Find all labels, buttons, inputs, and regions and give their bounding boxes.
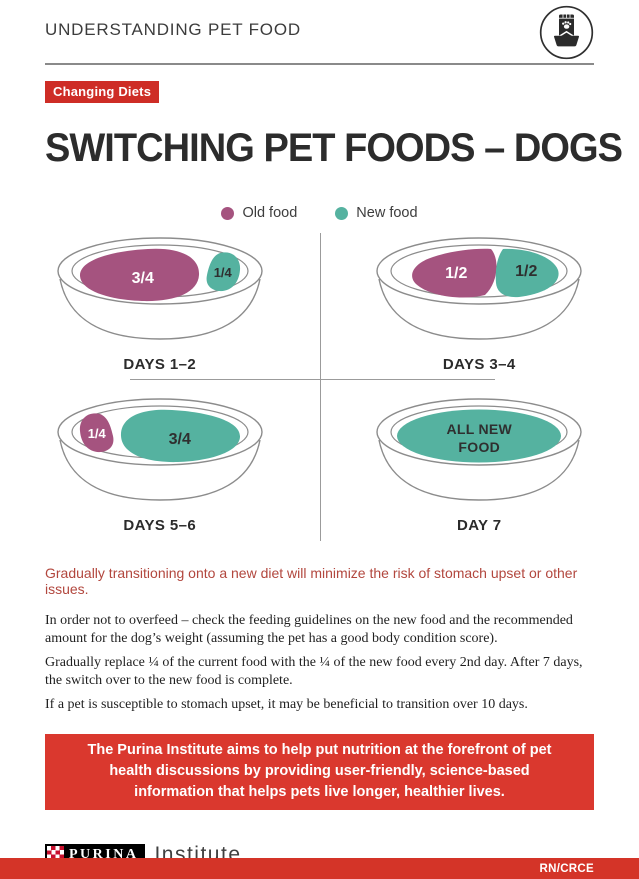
portion-label-new: 3/4 [168, 431, 191, 448]
grid-horizontal-divider [130, 379, 495, 380]
bowl-caption: DAY 7 [456, 517, 502, 534]
bowl-caption: DAYS 1–2 [123, 356, 197, 373]
purina-brand-text: PURINA [69, 846, 139, 862]
grid-vertical-divider [319, 233, 321, 541]
bowl-days-1-2: 3/4 1/4 DAYS 1–2 [0, 231, 320, 379]
legend: Old food New food [0, 205, 639, 221]
paragraph-susceptible: If a pet is susceptible to stomach upset… [45, 697, 528, 712]
document-title: UNDERSTANDING PET FOOD [45, 20, 301, 39]
legend-label-new: New food [356, 205, 418, 221]
legend-label-old: Old food [242, 205, 298, 221]
page-title: SWITCHING PET FOODS – DOGS [45, 126, 623, 170]
legend-item-old-food: Old food [221, 205, 297, 221]
bowl-diagram-grid: 3/4 1/4 DAYS 1–2 1/2 1/2 DAYS 3–4 [0, 231, 639, 543]
portion-label-new: 1/4 [213, 265, 232, 280]
footer-bar: RN/CRCE [0, 858, 639, 879]
portion-label-old: 1/4 [87, 426, 106, 441]
new-food-dot-icon [335, 206, 349, 220]
paragraph-overfeed: In order not to overfeed – check the fee… [45, 613, 573, 646]
bowl-caption: DAYS 3–4 [442, 356, 516, 373]
bowl-days-3-4: 1/2 1/2 DAYS 3–4 [320, 231, 639, 379]
purina-mission-callout: The Purina Institute aims to help put nu… [45, 733, 594, 810]
bowl-day-7: ALL NEW FOOD DAY 7 [320, 379, 639, 543]
section-badge: Changing Diets [45, 81, 160, 103]
bowl-diagram: ALL NEW FOOD [369, 394, 589, 512]
footer-code: RN/CRCE [539, 862, 594, 875]
old-food-dot-icon [221, 206, 235, 220]
body-text: In order not to overfeed – check the fee… [45, 612, 594, 714]
bowl-diagram: 1/4 3/4 [50, 394, 270, 512]
bowl-caption: DAYS 5–6 [123, 517, 197, 534]
portion-label-old: 3/4 [131, 270, 154, 287]
bowl-diagram: 1/2 1/2 [369, 233, 589, 351]
portion-label-all-new: ALL NEW FOOD [446, 421, 513, 456]
bowl-days-5-6: 1/4 3/4 DAYS 5–6 [0, 379, 320, 543]
portion-label-old: 1/2 [445, 265, 468, 282]
bowl-diagram: 3/4 1/4 [50, 233, 270, 351]
pet-food-bag-bowl-icon [539, 5, 594, 60]
legend-item-new-food: New food [335, 205, 418, 221]
key-statement: Gradually transitioning onto a new diet … [45, 565, 578, 597]
portion-label-new: 1/2 [515, 263, 538, 280]
paragraph-replace: Gradually replace ¼ of the current food … [45, 655, 583, 688]
header: UNDERSTANDING PET FOOD [0, 0, 639, 60]
header-divider [45, 63, 594, 65]
